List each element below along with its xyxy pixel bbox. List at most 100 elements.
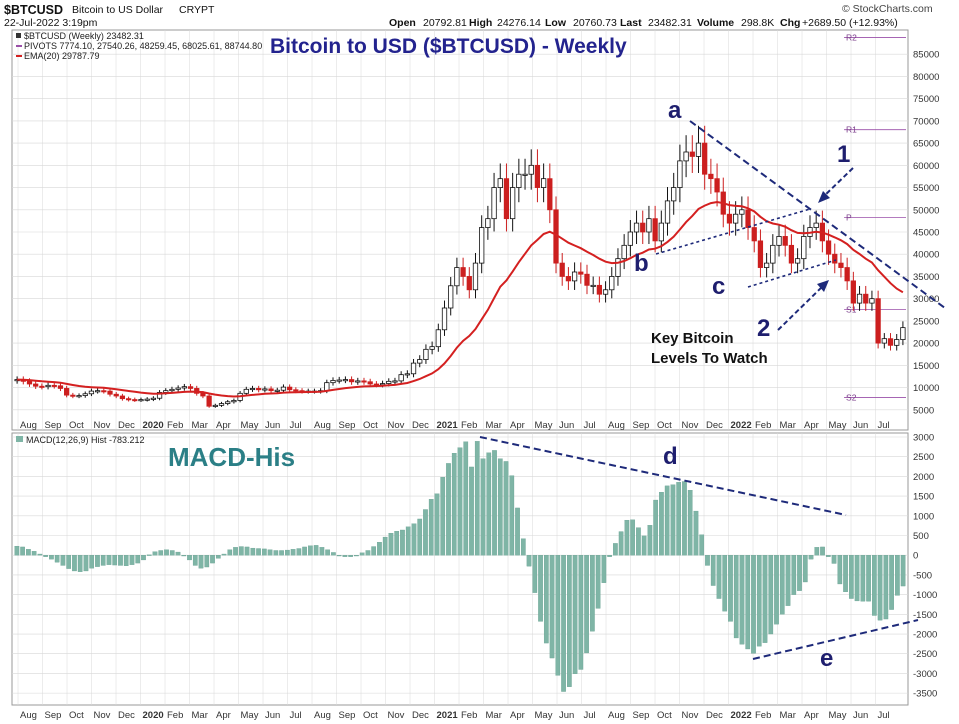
macd-x-tick-label: Nov (682, 710, 699, 721)
macd-x-tick-label: Jul (878, 710, 890, 721)
histogram-bar (670, 484, 676, 556)
histogram-bar (636, 527, 641, 556)
macd-x-tick-label: Sep (339, 710, 356, 721)
histogram-bar (227, 549, 233, 556)
ema-20-line (17, 200, 904, 398)
trendline-a (689, 120, 946, 309)
volume-value: 298.8K (741, 17, 775, 29)
candle-body (794, 258, 801, 264)
candle-body (336, 379, 342, 382)
histogram-bar (89, 555, 95, 569)
candle-body (441, 307, 448, 331)
histogram-bar (831, 555, 837, 564)
histogram-bar (647, 525, 653, 556)
candle-body (101, 390, 107, 393)
candle-body (763, 262, 770, 268)
histogram-bar (100, 555, 106, 566)
candle-body (887, 338, 894, 346)
price-x-tick-label: Dec (412, 420, 429, 431)
price-x-tick-label: Aug (608, 420, 625, 431)
price-x-tick-label: Sep (339, 420, 356, 431)
macd-tick-label: 2500 (913, 452, 934, 463)
candle-body (256, 388, 262, 391)
histogram-bar (267, 549, 273, 556)
price-x-tick-label: Jul (584, 420, 596, 431)
histogram-bar (877, 555, 883, 621)
histogram-bar (797, 555, 802, 591)
candle-body (510, 187, 516, 220)
price-tick-label: 30000 (913, 294, 939, 305)
candle-body (702, 142, 708, 175)
histogram-bar (336, 555, 342, 557)
macd-x-tick-label: Jul (584, 710, 596, 721)
open-label: Open (389, 17, 416, 29)
histogram-bar (428, 499, 434, 556)
macd-x-tick-label: 2022 (731, 710, 752, 721)
candle-body (448, 285, 454, 309)
histogram-bar (618, 531, 624, 556)
histogram-bar (250, 547, 256, 556)
candle-body (584, 273, 590, 286)
change-label: Chg (780, 17, 801, 29)
histogram-bar (710, 555, 716, 586)
candle-body (175, 387, 181, 390)
price-x-tick-label: Aug (20, 420, 37, 431)
histogram-bar (872, 555, 877, 616)
histogram-bar (503, 461, 509, 556)
histogram-bar (141, 555, 146, 561)
histogram-bar (653, 499, 659, 556)
histogram-bar (457, 447, 463, 556)
pivot-tag-s2: S2 (846, 392, 857, 402)
last-value: 23482.31 (648, 17, 692, 29)
histogram-bar (825, 555, 831, 557)
histogram-bar (66, 555, 72, 569)
candle-body (522, 173, 528, 176)
price-tick-label: 35000 (913, 272, 939, 283)
histogram-bar (279, 550, 284, 556)
candle-body (262, 388, 268, 391)
candle-body (677, 160, 683, 188)
symbol-label: $BTCUSD (4, 3, 64, 17)
candle-body (838, 262, 844, 268)
histogram-bar (37, 553, 43, 556)
candle-body (355, 380, 361, 383)
histogram-bar (54, 555, 60, 563)
macd-tick-label: -2000 (913, 630, 937, 641)
candle-body (212, 404, 218, 407)
macd-tick-label: 1500 (913, 492, 934, 503)
candle-body (386, 380, 392, 384)
macd-x-tick-label: Sep (633, 710, 650, 721)
price-x-tick-label: Jul (290, 420, 302, 431)
price-x-tick-label: Nov (388, 420, 405, 431)
wave-label-2: 2 (757, 315, 770, 342)
pivot-lines: S2 S1 P R1 R2 (844, 33, 906, 402)
histogram-bar (256, 548, 261, 556)
histogram-bar (509, 475, 515, 556)
macd-legend-text: MACD(12,26,9) Hist -783.212 (26, 435, 145, 445)
candle-body (658, 222, 664, 242)
histogram-bar (20, 546, 25, 556)
price-x-tick-label: Apr (510, 420, 525, 431)
histogram-bar (152, 551, 158, 556)
histogram-bar (520, 538, 526, 556)
histogram-bar (532, 555, 538, 593)
histogram-bar (417, 518, 423, 556)
macd-x-tick-label: Feb (167, 710, 183, 721)
histogram-bar (779, 555, 785, 615)
histogram-bar (26, 549, 31, 556)
histogram-bar (129, 555, 135, 565)
trendline-b (655, 208, 811, 255)
histogram-bar (728, 555, 733, 622)
histogram-bar (659, 492, 664, 556)
histogram-bar (538, 555, 543, 622)
histogram-bar (900, 555, 906, 587)
histogram-bar (630, 519, 635, 556)
candle-body (534, 164, 541, 188)
price-x-tick-label: Jul (878, 420, 890, 431)
histogram-bar (474, 441, 480, 556)
candle-body (664, 200, 671, 224)
macd-tick-label: 2000 (913, 472, 934, 483)
macd-x-tick-label: Nov (388, 710, 405, 721)
histogram-bar (463, 441, 469, 556)
